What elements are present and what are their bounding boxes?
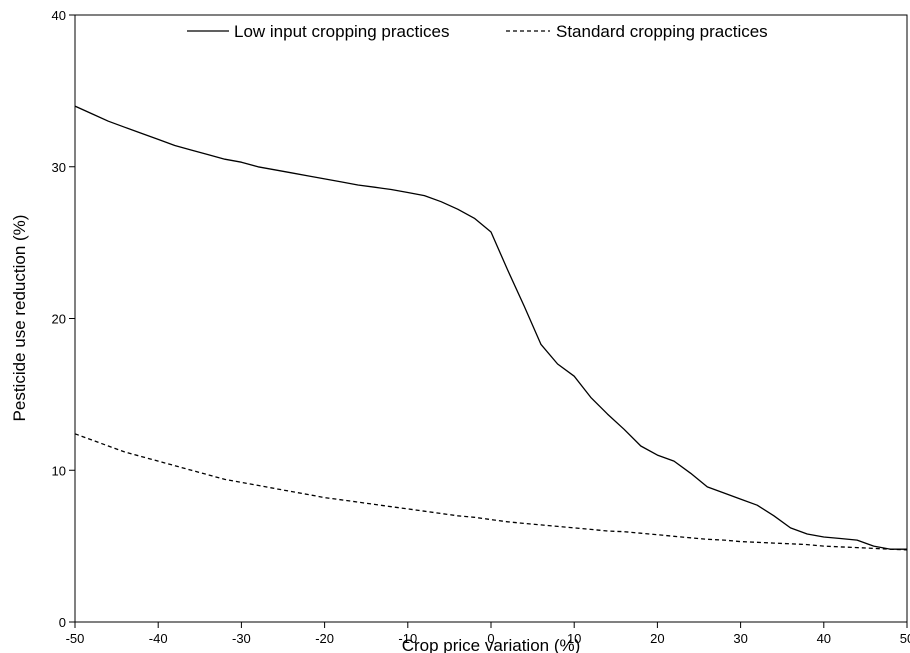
y-tick-label: 40: [52, 8, 66, 23]
x-tick-label: 50: [900, 631, 910, 646]
x-tick-label: -40: [149, 631, 168, 646]
y-axis-title: Pesticide use reduction (%): [10, 215, 29, 422]
y-tick-label: 10: [52, 463, 66, 478]
legend: Low input cropping practices Standard cro…: [187, 22, 768, 41]
x-tick-label: 30: [733, 631, 747, 646]
legend-label: Low input cropping practices: [234, 22, 449, 41]
x-axis-title: Crop price variation (%): [402, 636, 581, 653]
x-tick-label: 40: [817, 631, 831, 646]
x-tick-label: -50: [66, 631, 85, 646]
series-layer: [74, 105, 908, 551]
y-tick-label: 20: [52, 312, 66, 327]
plot-area: [74, 14, 908, 623]
series-line-low-input: [74, 105, 907, 550]
axis-layer: -50 -40 -30 -20 -10 0 10 20 30 40 50 0 10 20 30 40: [52, 8, 910, 646]
y-tick-label: 0: [59, 615, 66, 630]
x-tick-label: -10: [398, 631, 417, 646]
legend-label: Standard cropping practices: [556, 22, 768, 41]
x-tick-label: 20: [650, 631, 664, 646]
x-tick-label: 0: [487, 631, 494, 646]
x-tick-label: -20: [315, 631, 334, 646]
x-tick-label: -30: [232, 631, 251, 646]
y-tick-label: 30: [52, 160, 66, 175]
x-tick-label: 10: [567, 631, 581, 646]
